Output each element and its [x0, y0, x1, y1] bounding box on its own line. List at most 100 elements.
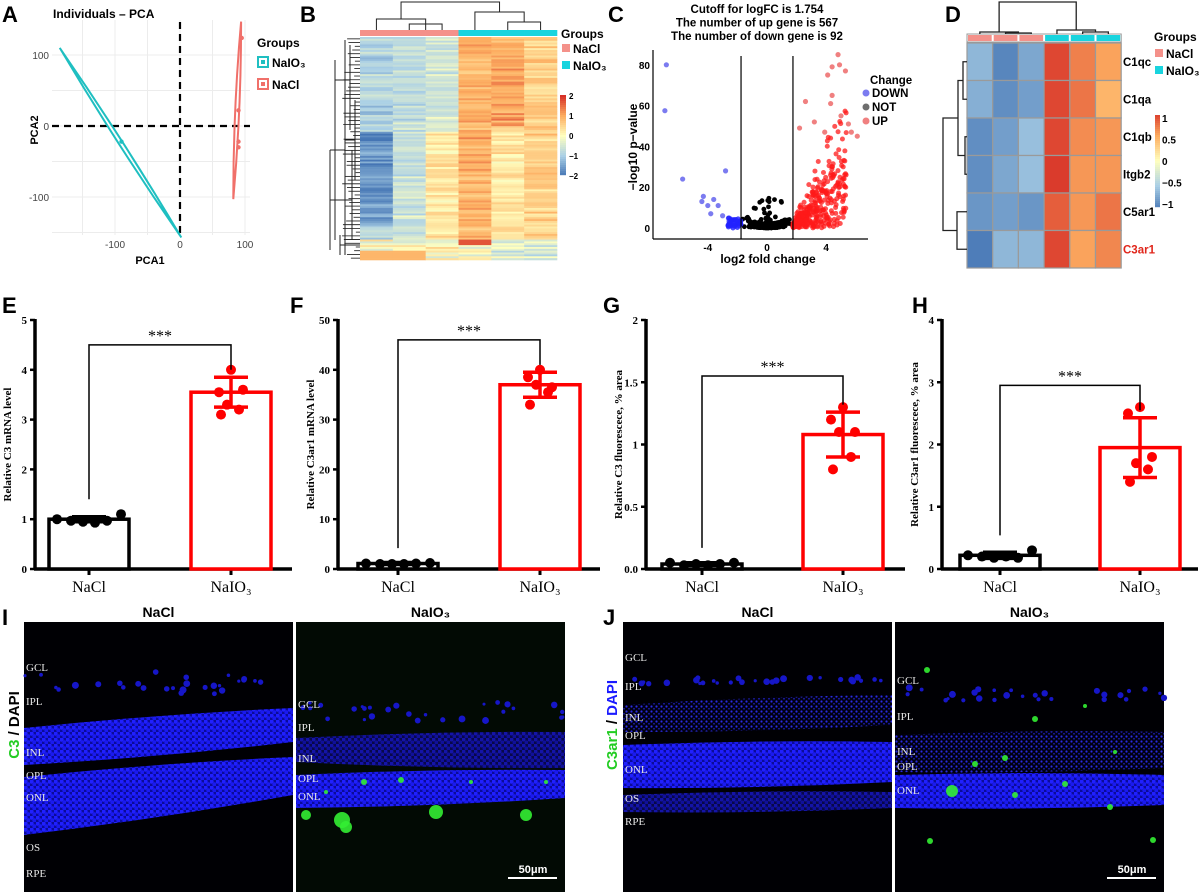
colorbar-segment	[1155, 147, 1160, 150]
heatmap-cell	[458, 64, 492, 68]
heatmap-cell	[392, 116, 426, 120]
gcl-nucleus	[948, 690, 956, 698]
heatmap-cell	[360, 57, 394, 60]
heatmap-cell	[524, 239, 558, 242]
gcl-nucleus	[693, 676, 700, 684]
heatmap-cell	[458, 183, 492, 186]
group-annotation-cell	[491, 30, 525, 36]
heatmap-cell	[491, 217, 525, 220]
heatmap-cell	[458, 105, 492, 108]
heatmap-cell	[524, 120, 558, 123]
colorbar-segment	[560, 119, 566, 122]
heatmap-cell	[1043, 117, 1071, 157]
heatmap-cell	[491, 206, 525, 209]
nuclear-layer	[623, 741, 892, 789]
heatmap-cell	[392, 129, 426, 133]
gcl-nucleus	[1101, 696, 1107, 703]
heatmap-cell	[392, 53, 426, 56]
heatmap-cell	[524, 116, 558, 120]
heatmap-cell	[524, 141, 558, 144]
immunostain-signal	[544, 780, 548, 784]
heatmap-cell	[425, 204, 459, 207]
point-down	[731, 222, 737, 228]
point-up	[839, 136, 845, 142]
heatmap-cell	[524, 228, 558, 231]
heatmap-cell	[392, 239, 426, 242]
heatmap-cell	[425, 120, 459, 123]
immunostain-signal	[924, 667, 930, 673]
heatmap-cell	[524, 92, 558, 95]
colorbar-tick-label: 2	[569, 92, 574, 101]
point-up	[815, 184, 821, 190]
colorbar-segment	[560, 161, 566, 164]
heatmap-cell	[392, 57, 426, 60]
heatmap-cell	[360, 220, 394, 224]
heatmap-cell	[524, 139, 558, 142]
heatmap-row-c5ar1: C5ar1	[966, 192, 1156, 232]
colorbar-segment	[1155, 125, 1160, 128]
heatmap-cell	[392, 92, 426, 95]
heatmap-cell	[360, 213, 394, 216]
y-tick-label: 0	[325, 564, 331, 576]
colorbar-tick-label: 1	[1162, 114, 1168, 125]
heatmap-cell	[425, 245, 459, 248]
data-point	[214, 387, 224, 398]
heatmap-cell	[491, 42, 525, 45]
heatmap-cell	[524, 207, 558, 211]
heatmap-cell	[392, 111, 426, 114]
heatmap-cell	[491, 109, 525, 112]
point-up	[812, 168, 818, 174]
immunostain-signal	[1012, 792, 1018, 798]
gcl-nucleus	[210, 682, 218, 689]
point-up	[819, 207, 825, 213]
heatmap-cell	[491, 133, 525, 136]
heatmap-cell	[491, 89, 525, 92]
colorbar-segment	[560, 95, 566, 98]
heatmap-cell	[425, 40, 459, 43]
data-point	[703, 560, 713, 571]
heatmap-cell	[425, 109, 459, 112]
heatmap-cell	[491, 159, 525, 162]
heatmap-cell	[491, 105, 525, 108]
heatmap-cell	[491, 92, 525, 95]
gcl-nucleus	[728, 680, 733, 685]
heatmap-cell	[491, 115, 525, 118]
heatmap-cell	[491, 209, 525, 212]
heatmap-cell	[524, 226, 558, 229]
heatmap-cell	[425, 118, 459, 121]
heatmap-cell	[392, 105, 426, 108]
stain-label-part: / DAPI	[6, 691, 23, 739]
heatmap-cell	[425, 83, 459, 86]
data-point	[238, 384, 248, 395]
heatmap-cell	[360, 38, 394, 42]
x-tick-label: 0	[177, 240, 183, 251]
heatmap-cell	[458, 59, 492, 62]
heatmap-cell	[458, 220, 492, 224]
scale-bar-label: 50μm	[1118, 864, 1147, 876]
heatmap-cell	[392, 77, 426, 81]
heatmap-cell	[491, 152, 525, 155]
heatmap-cell	[425, 103, 459, 107]
heatmap-cell	[458, 139, 492, 142]
heatmap-row-itgb2: Itgb2	[966, 154, 1150, 194]
heatmap-cell	[491, 51, 525, 55]
immunostain-signal	[927, 838, 933, 844]
layer-label: OPL	[625, 730, 646, 742]
heatmap-cell	[360, 226, 394, 229]
y-tick-label: 0.5	[624, 502, 638, 514]
heatmap-cell	[392, 96, 426, 99]
heatmap-cell	[360, 250, 394, 253]
heatmap-cell	[1043, 42, 1071, 82]
point-up	[813, 219, 819, 225]
heatmap-cell	[491, 176, 525, 179]
column-title: NaCl	[143, 604, 175, 620]
point-up	[827, 223, 833, 229]
heatmap-cell	[458, 187, 492, 190]
heatmap-cell	[458, 224, 492, 227]
heatmap-cell	[392, 87, 426, 90]
gcl-nucleus	[482, 702, 486, 706]
heatmap-cell	[360, 105, 394, 108]
gene-label: C5ar1	[1123, 207, 1156, 219]
complement-heatmap: C1qc C1qa C1qb Itgb2 C5ar1 C3ar1 Groups NaCl NaI…	[942, 1, 1200, 269]
heatmap-cell	[425, 77, 459, 81]
